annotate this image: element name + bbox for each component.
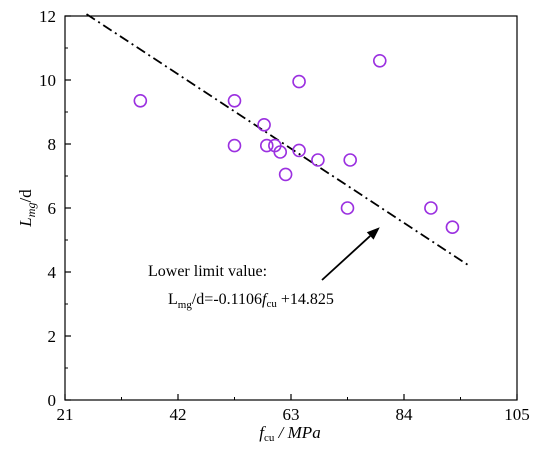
y-tick-label: 8 xyxy=(48,135,57,154)
annotation-line-2: Lmg/d=-0.1106fcu +14.825 xyxy=(168,291,334,311)
x-tick-label: 42 xyxy=(170,405,187,424)
data-point xyxy=(227,138,242,153)
y-tick-label: 12 xyxy=(39,7,56,26)
data-point xyxy=(311,153,325,167)
data-point xyxy=(372,53,387,68)
data-point xyxy=(133,94,148,108)
data-point xyxy=(292,143,306,158)
data-point xyxy=(340,201,355,215)
data-point xyxy=(445,220,460,234)
annotation-arrow-head xyxy=(366,227,380,240)
data-point xyxy=(424,201,438,215)
annotation-line-1: Lower limit value: xyxy=(148,263,267,280)
y-tick-label: 0 xyxy=(48,391,57,410)
y-tick-label: 2 xyxy=(48,327,57,346)
data-point xyxy=(259,138,274,153)
annotation-arrow xyxy=(321,235,371,281)
y-tick-label: 4 xyxy=(48,263,57,282)
data-point xyxy=(292,74,306,89)
plot-area-frame xyxy=(64,15,518,401)
data-point xyxy=(273,145,288,159)
data-points xyxy=(133,53,460,234)
axis-ticks xyxy=(64,15,518,401)
data-point xyxy=(278,167,293,182)
axis-tick-labels: 21 42 63 84 105 0 2 4 6 8 10 12 xyxy=(39,7,530,424)
x-tick-label: 84 xyxy=(396,405,414,424)
annotation: Lower limit value: Lmg/d=-0.1106fcu +14.… xyxy=(148,227,380,311)
y-axis-title: Lmg/d xyxy=(16,189,38,228)
data-point xyxy=(227,94,242,108)
y-tick-label: 10 xyxy=(39,71,56,90)
y-tick-label: 6 xyxy=(48,199,57,218)
x-tick-label: 21 xyxy=(57,405,74,424)
x-tick-label: 63 xyxy=(283,405,300,424)
data-point xyxy=(257,118,271,132)
data-point xyxy=(343,153,357,167)
x-axis-title: fcu / MPa xyxy=(259,423,320,444)
x-tick-label: 105 xyxy=(504,405,530,424)
